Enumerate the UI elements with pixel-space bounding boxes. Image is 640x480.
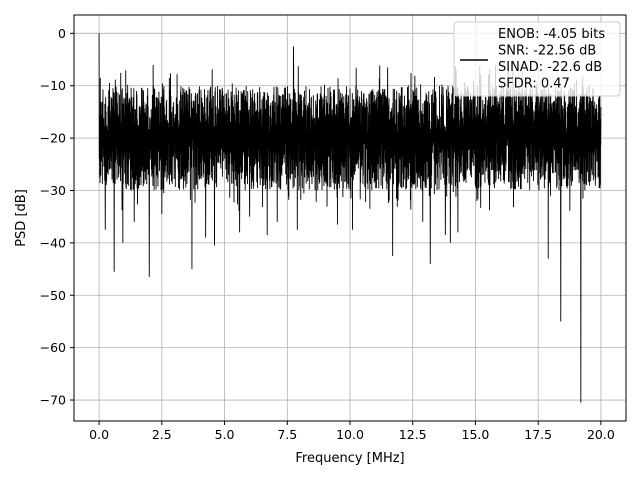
x-tick-label: 5.0 — [215, 427, 235, 442]
x-tick-label: 15.0 — [462, 427, 490, 442]
legend-entry: ENOB: -4.05 bits — [498, 27, 605, 42]
legend-entry: SFDR: 0.47 — [498, 77, 570, 92]
legend-entry: SINAD: -22.6 dB — [498, 60, 602, 75]
x-tick-label: 7.5 — [277, 427, 297, 442]
x-tick-label: 20.0 — [587, 427, 615, 442]
x-tick-label: 12.5 — [399, 427, 427, 442]
y-tick-label: −10 — [40, 78, 66, 93]
legend-entry: SNR: -22.56 dB — [498, 44, 596, 59]
x-tick-label: 17.5 — [524, 427, 552, 442]
x-tick-label: 2.5 — [152, 427, 172, 442]
plot-area — [98, 33, 602, 403]
x-tick-label: 0.0 — [89, 427, 109, 442]
psd-series-line — [98, 33, 602, 403]
y-tick-label: −60 — [40, 340, 66, 355]
y-tick-label: −40 — [40, 235, 66, 250]
y-axis-ticks: 0 −10 −20 −30 −40 −50 −60 −70 — [40, 26, 74, 408]
legend-box — [453, 21, 621, 97]
y-axis-label: PSD [dB] — [14, 189, 29, 247]
y-tick-label: −20 — [40, 131, 66, 146]
y-tick-label: 0 — [58, 26, 66, 41]
y-tick-label: −50 — [40, 288, 66, 303]
x-tick-label: 10.0 — [336, 427, 364, 442]
y-tick-label: −70 — [40, 393, 66, 408]
x-axis-ticks: 0.0 2.5 5.0 7.5 10.0 12.5 15.0 17.5 20.0 — [89, 421, 615, 442]
y-tick-label: −30 — [40, 183, 66, 198]
x-axis-label: Frequency [MHz] — [295, 451, 404, 466]
